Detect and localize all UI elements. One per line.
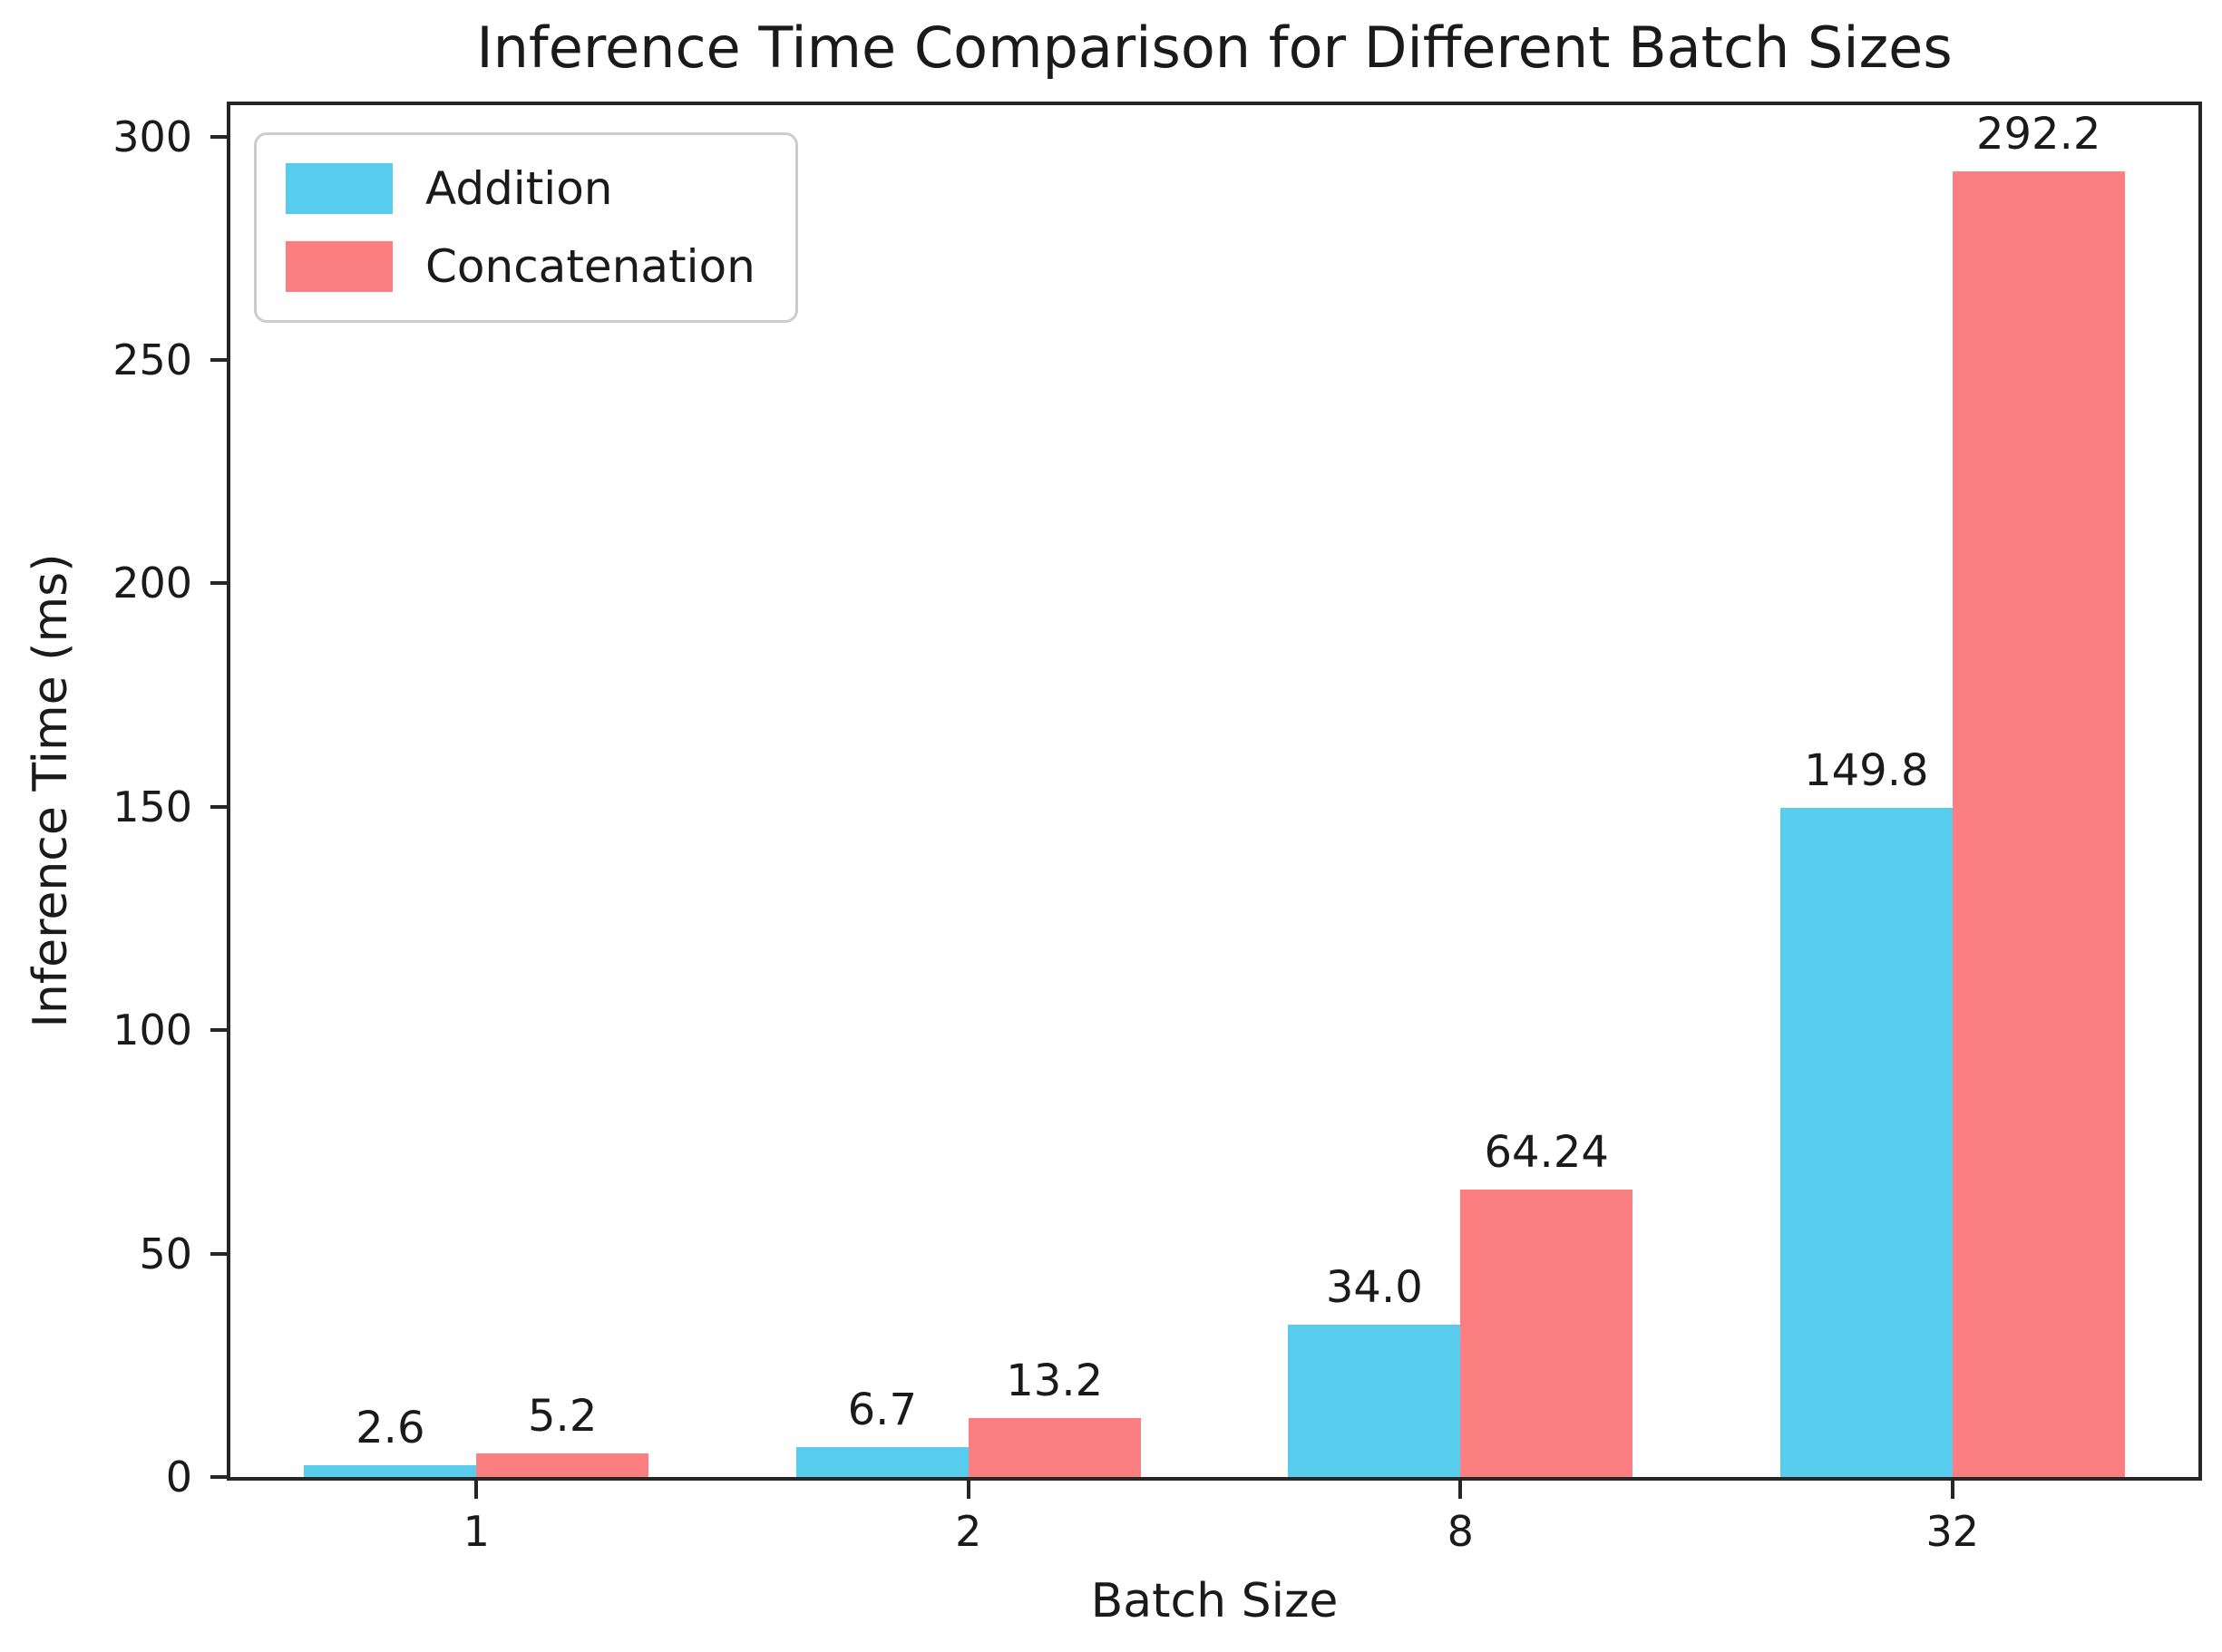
bar-value-label-addition-batch-8: 34.0: [1325, 1262, 1423, 1314]
bar-value-label-concatenation-batch-8: 64.24: [1484, 1127, 1609, 1179]
bar-addition-batch-1: [304, 1465, 477, 1477]
bar-value-label-addition-batch-32: 149.8: [1804, 744, 1929, 796]
legend: Addition Concatenation: [254, 132, 798, 323]
x-tick-label-32: 32: [1925, 1507, 1980, 1556]
bar-addition-batch-32: [1779, 807, 1953, 1477]
y-tick-50: [210, 1251, 230, 1256]
legend-label: Concatenation: [425, 240, 755, 293]
bar-addition-batch-8: [1288, 1325, 1461, 1477]
y-tick-label-0: 0: [165, 1453, 192, 1501]
legend-label: Addition: [425, 162, 613, 215]
x-tick-label-1: 1: [463, 1507, 490, 1556]
y-tick-250: [210, 357, 230, 362]
bar-concatenation-batch-8: [1460, 1190, 1633, 1477]
legend-swatch-addition: [286, 163, 393, 214]
y-tick-300: [210, 134, 230, 139]
y-tick-label-100: 100: [112, 1006, 192, 1055]
legend-swatch-concatenation: [286, 241, 393, 292]
y-tick-label-250: 250: [112, 335, 192, 384]
x-tick-label-8: 8: [1447, 1507, 1474, 1556]
plot-area: Addition Concatenation 2.6 5.2 6.7 13.2 34.0 6…: [112, 102, 2202, 1555]
bar-value-label-concatenation-batch-1: 5.2: [528, 1391, 598, 1443]
y-tick-label-200: 200: [112, 559, 192, 608]
bar-concatenation-batch-32: [1952, 170, 2125, 1477]
y-tick-label-50: 50: [139, 1229, 192, 1278]
x-tick-2: [966, 1477, 970, 1499]
bar-value-label-addition-batch-2: 6.7: [847, 1384, 917, 1435]
chart-title: Inference Time Comparison for Different …: [476, 15, 1953, 81]
legend-item-concatenation: Concatenation: [286, 240, 755, 293]
x-tick-32: [1950, 1477, 1954, 1499]
x-tick-8: [1458, 1477, 1463, 1499]
bar-value-label-concatenation-batch-2: 13.2: [1006, 1355, 1104, 1406]
y-tick-150: [210, 804, 230, 809]
x-tick-1: [474, 1477, 479, 1499]
bar-value-label-concatenation-batch-32: 292.2: [1975, 108, 2101, 160]
y-tick-label-300: 300: [112, 112, 192, 161]
x-axis-label: Batch Size: [1090, 1574, 1339, 1628]
y-tick-0: [210, 1475, 230, 1479]
y-tick-label-150: 150: [112, 782, 192, 831]
legend-item-addition: Addition: [286, 162, 755, 215]
bar-concatenation-batch-1: [476, 1453, 649, 1477]
y-tick-100: [210, 1028, 230, 1033]
x-tick-label-2: 2: [955, 1507, 982, 1556]
y-tick-200: [210, 581, 230, 586]
bar-addition-batch-2: [795, 1446, 969, 1477]
bar-value-label-addition-batch-1: 2.6: [356, 1403, 425, 1454]
bar-concatenation-batch-2: [968, 1417, 1141, 1477]
